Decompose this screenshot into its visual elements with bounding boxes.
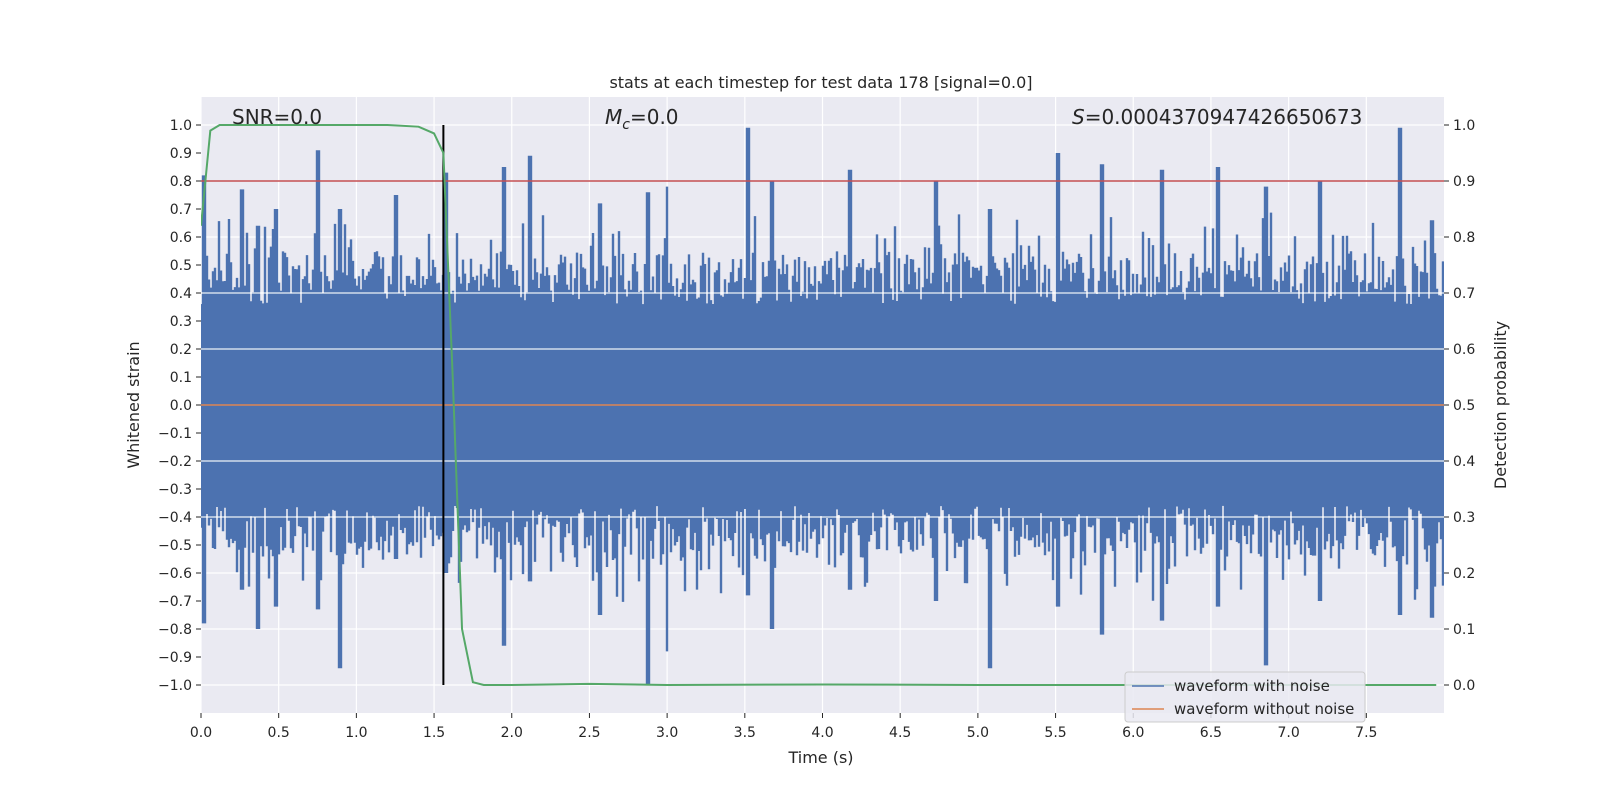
s-value: =0.0004370947426650673 <box>1085 105 1363 129</box>
left-tick-label: −0.2 <box>158 454 192 470</box>
right-tick-label: 1.0 <box>1453 118 1475 134</box>
series-lines <box>201 124 1444 687</box>
left-tick-label: −0.6 <box>158 566 192 582</box>
left-tick-label: 0.6 <box>170 230 192 246</box>
left-tick-label: 0.5 <box>170 258 192 274</box>
left-tick-label: 0.2 <box>170 342 192 358</box>
left-tick-label: −0.3 <box>158 482 192 498</box>
x-tick-label: 3.5 <box>734 725 756 741</box>
right-tick-label: 0.2 <box>1453 566 1475 582</box>
chart-title: stats at each timestep for test data 178… <box>609 73 1032 92</box>
left-tick-label: 0.4 <box>170 286 192 302</box>
x-tick-label: 1.5 <box>423 725 445 741</box>
left-y-axis: 1.0 0.9 0.8 0.7 0.6 0.5 0.4 0.3 0.2 0.1 0.0 −0.1 −0.… <box>158 118 201 694</box>
left-tick-label: 0.7 <box>170 202 192 218</box>
x-axis: 0.0 0.5 1.0 1.5 2.0 2.5 3.0 3.5 4.0 4.5 5.0 5.5 6.0 6… <box>190 713 1377 741</box>
x-tick-label: 5.5 <box>1044 725 1066 741</box>
x-tick-label: 6.0 <box>1122 725 1144 741</box>
left-tick-label: −0.1 <box>158 426 192 442</box>
mc-value: =0.0 <box>630 105 679 129</box>
left-tick-label: 0.1 <box>170 370 192 386</box>
x-tick-label: 0.0 <box>190 725 212 741</box>
left-tick-label: 0.0 <box>170 398 192 414</box>
mc-symbol: M <box>605 105 622 129</box>
legend: waveform with noise waveform without noi… <box>1124 671 1366 723</box>
x-tick-label: 3.0 <box>656 725 678 741</box>
s-annotation: S=0.0004370947426650673 <box>1072 105 1362 129</box>
x-tick-label: 4.0 <box>811 725 833 741</box>
x-tick-label: 1.0 <box>345 725 367 741</box>
x-tick-label: 6.5 <box>1200 725 1222 741</box>
right-tick-label: 0.0 <box>1453 678 1475 694</box>
x-axis-label: Time (s) <box>787 748 853 767</box>
left-tick-label: −0.8 <box>158 622 192 638</box>
mc-annotation: Mc=0.0 <box>605 105 679 133</box>
right-tick-label: 0.8 <box>1453 230 1475 246</box>
right-tick-label: 0.9 <box>1453 174 1475 190</box>
x-tick-label: 2.5 <box>578 725 600 741</box>
left-tick-label: −0.9 <box>158 650 192 666</box>
y-axis-label: Whitened strain <box>124 341 143 468</box>
right-tick-label: 0.5 <box>1453 398 1475 414</box>
right-tick-label: 0.6 <box>1453 342 1475 358</box>
left-tick-label: −1.0 <box>158 678 192 694</box>
x-tick-label: 5.0 <box>967 725 989 741</box>
left-tick-label: −0.4 <box>158 510 192 526</box>
right-tick-label: 0.1 <box>1453 622 1475 638</box>
s-symbol: S <box>1072 105 1085 129</box>
x-tick-label: 0.5 <box>268 725 290 741</box>
left-tick-label: −0.7 <box>158 594 192 610</box>
legend-label-waveform-without-noise: waveform without noise <box>1174 700 1354 718</box>
left-tick-label: 1.0 <box>170 118 192 134</box>
x-tick-label: 4.5 <box>889 725 911 741</box>
x-tick-label: 7.5 <box>1355 725 1377 741</box>
left-tick-label: 0.3 <box>170 314 192 330</box>
right-y-axis: 1.0 0.9 0.8 0.7 0.6 0.5 0.4 0.3 0.2 0.1 0.0 <box>1444 118 1475 694</box>
left-tick-label: 0.8 <box>170 174 192 190</box>
left-tick-label: 0.9 <box>170 146 192 162</box>
legend-label-waveform-with-noise: waveform with noise <box>1174 677 1330 695</box>
mc-subscript: c <box>622 117 630 133</box>
right-tick-label: 0.4 <box>1453 454 1475 470</box>
series-detection-probability <box>201 124 1437 687</box>
x-tick-label: 2.0 <box>501 725 523 741</box>
right-tick-label: 0.3 <box>1453 510 1475 526</box>
left-tick-label: −0.5 <box>158 538 192 554</box>
y2-axis-label: Detection probability <box>1491 321 1510 489</box>
x-tick-label: 7.0 <box>1277 725 1299 741</box>
right-tick-label: 0.7 <box>1453 286 1475 302</box>
legend-box <box>1124 671 1366 723</box>
snr-annotation: SNR=0.0 <box>232 105 322 129</box>
